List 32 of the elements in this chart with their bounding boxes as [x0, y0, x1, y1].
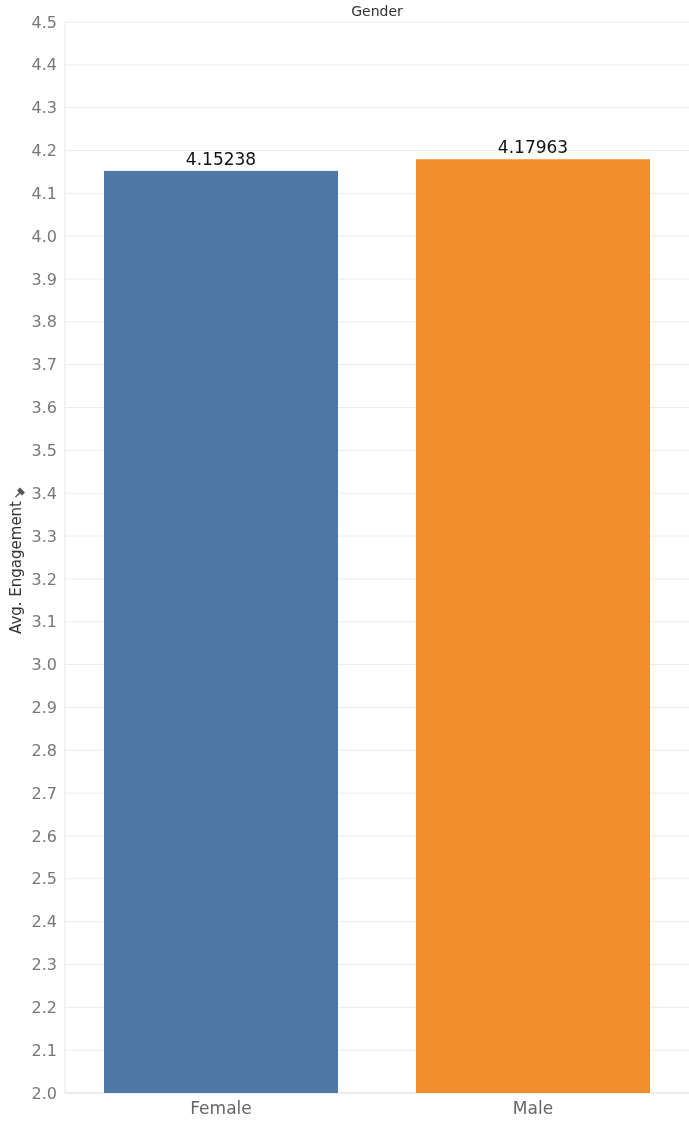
y-tick-label: 4.3 [31, 98, 57, 118]
y-tick-label: 3.2 [31, 569, 57, 589]
y-tick-label: 4.0 [31, 226, 57, 246]
y-tick-label: 2.0 [31, 1083, 57, 1103]
y-tick-label: 4.2 [31, 141, 57, 161]
y-tick-label: 4.4 [31, 55, 57, 75]
y-tick-label: 2.8 [31, 740, 57, 760]
x-tick-label: Female [190, 1098, 252, 1118]
y-tick-label: 2.5 [31, 869, 57, 889]
y-tick-label: 3.6 [31, 398, 57, 418]
y-axis-title: Avg. Engagement [7, 500, 25, 634]
y-tick-label: 3.3 [31, 526, 57, 546]
data-label: 4.17963 [497, 137, 569, 158]
y-tick-label: 2.3 [31, 955, 57, 975]
x-tick-label: Male [512, 1098, 554, 1118]
y-tick-label: 3.5 [31, 441, 57, 460]
y-tick-label: 2.9 [31, 698, 57, 718]
y-tick-label: 2.4 [31, 912, 57, 932]
y-tick-label: 4.5 [31, 12, 57, 32]
y-tick-label: 3.9 [31, 269, 57, 289]
y-tick-label: 3.1 [31, 612, 57, 632]
y-tick-label: 3.7 [31, 355, 57, 375]
y-tick-label: 4.1 [31, 183, 57, 203]
y-tick-label: 3.8 [31, 312, 57, 332]
y-tick-label: 3.4 [31, 483, 57, 503]
data-label: 4.15238 [185, 148, 257, 169]
y-tick-label: 2.2 [31, 997, 57, 1017]
y-tick-label: 3.0 [31, 655, 57, 675]
y-tick-label: 2.1 [31, 1040, 57, 1060]
y-tick-label: 2.7 [31, 783, 57, 803]
chart-title: Gender [351, 3, 404, 19]
y-tick-label: 2.6 [31, 826, 57, 846]
